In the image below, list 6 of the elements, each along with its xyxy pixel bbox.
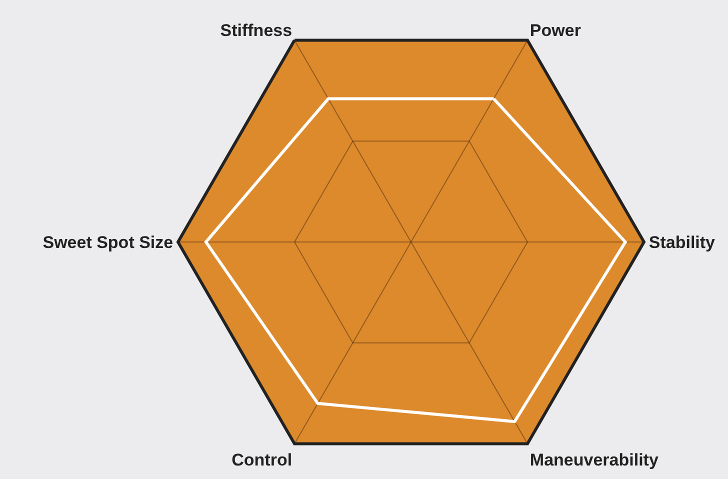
spoke-label: Power [530, 21, 582, 40]
spoke-label: Stiffness [220, 21, 292, 40]
spoke-label: Sweet Spot Size [42, 232, 174, 252]
spoke-label: Maneuverability [530, 450, 659, 470]
spoke-label: Stability [648, 232, 716, 252]
spoke-label: Control [232, 450, 292, 470]
